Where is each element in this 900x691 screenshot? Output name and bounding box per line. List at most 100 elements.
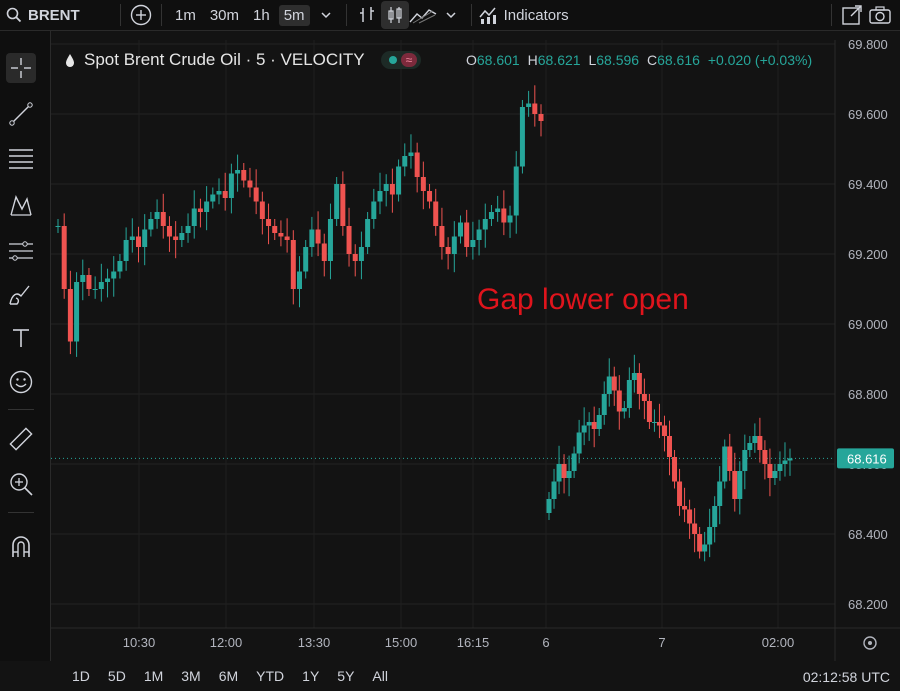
candle-body — [661, 425, 667, 436]
candle-body — [247, 180, 253, 188]
candle-body — [702, 544, 708, 552]
chart-legend: Spot Brent Crude Oil · 5 · VELOCITY ≈ — [64, 48, 422, 72]
candle-body — [278, 233, 284, 237]
candle-body — [352, 254, 358, 261]
range-1d[interactable]: 1D — [72, 668, 90, 684]
y-tick-label: 68.200 — [848, 597, 888, 612]
fib-icon — [9, 149, 33, 169]
candle-body — [166, 226, 172, 237]
range-3m[interactable]: 3M — [181, 668, 201, 684]
price-axis: 69.800 69.600 69.400 69.200 69.000 68.800 68.6… — [837, 37, 894, 612]
fib-tool[interactable] — [6, 144, 36, 174]
candle-body — [697, 534, 703, 552]
candle-body — [717, 481, 723, 506]
divider — [470, 4, 472, 26]
gap-annotation[interactable]: Gap lower open — [477, 283, 689, 316]
candle-body — [651, 422, 657, 423]
candle-body — [371, 201, 377, 219]
candle-body — [222, 191, 228, 198]
candle-body — [74, 282, 80, 342]
candle-body — [458, 222, 463, 237]
candle-style-button[interactable] — [380, 1, 409, 29]
crosshair-icon — [11, 58, 31, 78]
candle-body — [204, 201, 210, 212]
text-tool[interactable] — [6, 323, 36, 353]
camera-icon — [869, 6, 891, 24]
candle-body — [197, 208, 203, 212]
candle-body — [445, 247, 451, 254]
indicators-button[interactable]: Indicators — [478, 5, 569, 25]
range-1y[interactable]: 1Y — [302, 668, 320, 684]
zoom-tool[interactable] — [6, 469, 36, 499]
candle-body — [581, 425, 587, 433]
candle-body — [576, 432, 582, 454]
low-value: 68.596 — [596, 52, 640, 68]
candle-body — [129, 236, 135, 240]
interval-30m[interactable]: 30m — [209, 6, 240, 24]
brush-tool[interactable] — [6, 280, 36, 310]
candle-body — [646, 401, 652, 422]
y-tick-label: 69.000 — [848, 317, 888, 332]
open-external-button[interactable] — [838, 1, 866, 29]
bar-style-icon — [359, 7, 374, 22]
candle-body — [777, 464, 783, 471]
candle-body — [253, 187, 259, 202]
candle-body — [340, 184, 346, 226]
interval-1h[interactable]: 1h — [253, 6, 270, 24]
y-tick-label: 68.800 — [848, 387, 888, 402]
chart-type-dropdown[interactable] — [437, 1, 465, 29]
range-5d[interactable]: 5D — [107, 668, 126, 684]
candle-body — [626, 380, 632, 408]
crosshair-tool[interactable] — [6, 53, 36, 83]
candle-body — [611, 376, 617, 391]
area-style-button[interactable] — [409, 1, 437, 29]
candle-body — [259, 201, 265, 219]
chevron-down-icon — [321, 12, 331, 19]
candle-body — [737, 471, 743, 499]
compare-button[interactable] — [127, 1, 155, 29]
range-6m[interactable]: 6M — [218, 668, 239, 684]
text-icon — [13, 329, 29, 347]
candle-body — [470, 240, 476, 247]
candle-body — [309, 229, 315, 247]
bar-style-button[interactable] — [353, 1, 381, 29]
indicators-icon — [478, 7, 496, 24]
indicators-label: Indicators — [503, 6, 569, 24]
magnet-tool[interactable] — [6, 531, 36, 561]
ruler-tool[interactable] — [6, 424, 36, 454]
utc-clock[interactable]: 02:12:58 UTC — [802, 669, 890, 685]
candle-body — [228, 173, 234, 198]
trendline-tool[interactable] — [6, 99, 36, 129]
interval-5m[interactable]: 5m — [278, 4, 310, 26]
candle-body — [722, 446, 728, 482]
range-all[interactable]: All — [372, 668, 388, 684]
snapshot-button[interactable] — [866, 1, 894, 29]
chevron-down-icon — [446, 12, 456, 19]
range-1m[interactable]: 1M — [143, 668, 164, 684]
divider — [120, 4, 121, 26]
emoji-icon — [9, 370, 33, 394]
trendline-icon — [9, 102, 33, 126]
projection-tool[interactable] — [6, 236, 36, 266]
candle-body — [656, 422, 662, 426]
symbol-search[interactable]: BRENT — [0, 7, 114, 24]
candle-body — [687, 509, 693, 524]
candle-body — [752, 436, 758, 443]
x-tick-label: 15:00 — [385, 635, 418, 650]
candle-body — [55, 226, 61, 227]
candle-style-icon — [387, 7, 402, 23]
range-5y[interactable]: 5Y — [337, 668, 355, 684]
market-status-badge[interactable]: ≈ — [380, 51, 422, 69]
plus-circle-icon — [130, 4, 152, 26]
drawing-toolbar — [0, 31, 51, 661]
emoji-tool[interactable] — [6, 367, 36, 397]
candle-body — [464, 222, 470, 247]
area-style-icon — [409, 9, 436, 24]
interval-dropdown[interactable] — [312, 1, 340, 29]
pattern-tool[interactable] — [6, 191, 36, 221]
candle-body — [712, 506, 718, 527]
interval-1m[interactable]: 1m — [175, 6, 196, 24]
range-ytd[interactable]: YTD — [256, 668, 285, 684]
candle-body — [383, 184, 389, 191]
